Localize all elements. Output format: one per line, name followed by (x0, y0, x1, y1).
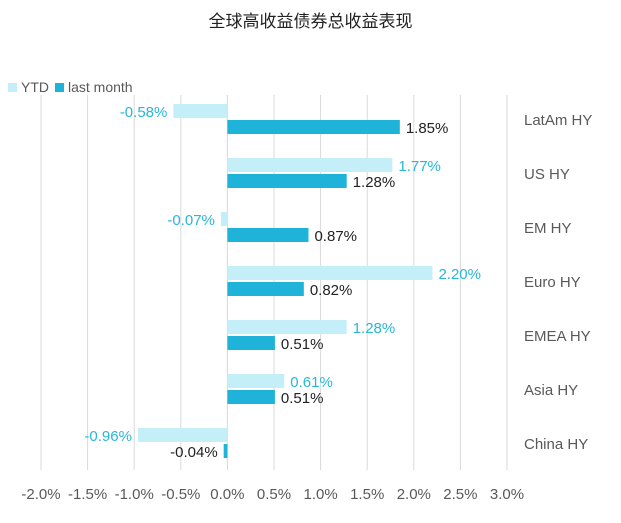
legend-swatch-ytd (8, 82, 17, 92)
bar-ytd (173, 104, 228, 118)
category-label: Asia HY (524, 382, 578, 399)
data-label-ytd: 1.28% (353, 320, 396, 337)
x-tick-label: 1.5% (350, 486, 384, 503)
legend: YTD last month (8, 79, 133, 95)
category-label: US HY (524, 166, 570, 183)
bar-ytd (227, 266, 433, 280)
bar-ytd (227, 374, 285, 388)
bar-ytd (227, 158, 393, 172)
data-label-last-month: -0.04% (170, 444, 218, 461)
x-tick-label: -0.5% (161, 486, 200, 503)
bar-last-month (223, 444, 228, 458)
legend-item-ytd: YTD (8, 79, 49, 95)
data-label-last-month: 0.87% (314, 228, 357, 245)
category-label: LatAm HY (524, 112, 592, 129)
legend-swatch-last-month (55, 82, 64, 92)
category-label: Euro HY (524, 274, 581, 291)
x-tick-label: 1.0% (303, 486, 337, 503)
x-tick-label: 0.0% (210, 486, 244, 503)
data-label-ytd: -0.58% (120, 104, 168, 121)
x-tick-label: 0.5% (257, 486, 291, 503)
data-label-ytd: -0.96% (84, 428, 132, 445)
category-label: EM HY (524, 220, 572, 237)
x-tick-label: 2.0% (397, 486, 431, 503)
category-label: China HY (524, 436, 588, 453)
data-label-last-month: 1.85% (406, 120, 449, 137)
legend-item-last-month: last month (55, 79, 133, 95)
data-label-last-month: 0.82% (310, 282, 353, 299)
x-tick-label: -1.0% (115, 486, 154, 503)
x-tick-label: 3.0% (490, 486, 524, 503)
legend-label-last-month: last month (68, 79, 133, 95)
data-label-ytd: 0.61% (290, 374, 333, 391)
bar-last-month (227, 336, 275, 350)
chart-title: 全球高收益债券总收益表现 (208, 12, 413, 32)
bar-ytd (137, 428, 228, 442)
data-label-last-month: 0.51% (281, 390, 324, 407)
data-label-ytd: -0.07% (167, 212, 215, 229)
data-label-last-month: 1.28% (353, 174, 396, 191)
legend-label-ytd: YTD (21, 79, 49, 95)
x-tick-label: -1.5% (68, 486, 107, 503)
category-label: EMEA HY (524, 328, 591, 345)
x-tick-label: -2.0% (21, 486, 60, 503)
x-tick-label: 2.5% (443, 486, 477, 503)
data-label-ytd: 2.20% (438, 266, 481, 283)
bar-ytd (220, 212, 228, 226)
bar-last-month (227, 120, 400, 134)
bar-last-month (227, 390, 275, 404)
bar-ytd (227, 320, 347, 334)
data-label-last-month: 0.51% (281, 336, 324, 353)
bar-last-month (227, 282, 304, 296)
bar-last-month (227, 228, 309, 242)
data-label-ytd: 1.77% (398, 158, 441, 175)
bar-last-month (227, 174, 347, 188)
